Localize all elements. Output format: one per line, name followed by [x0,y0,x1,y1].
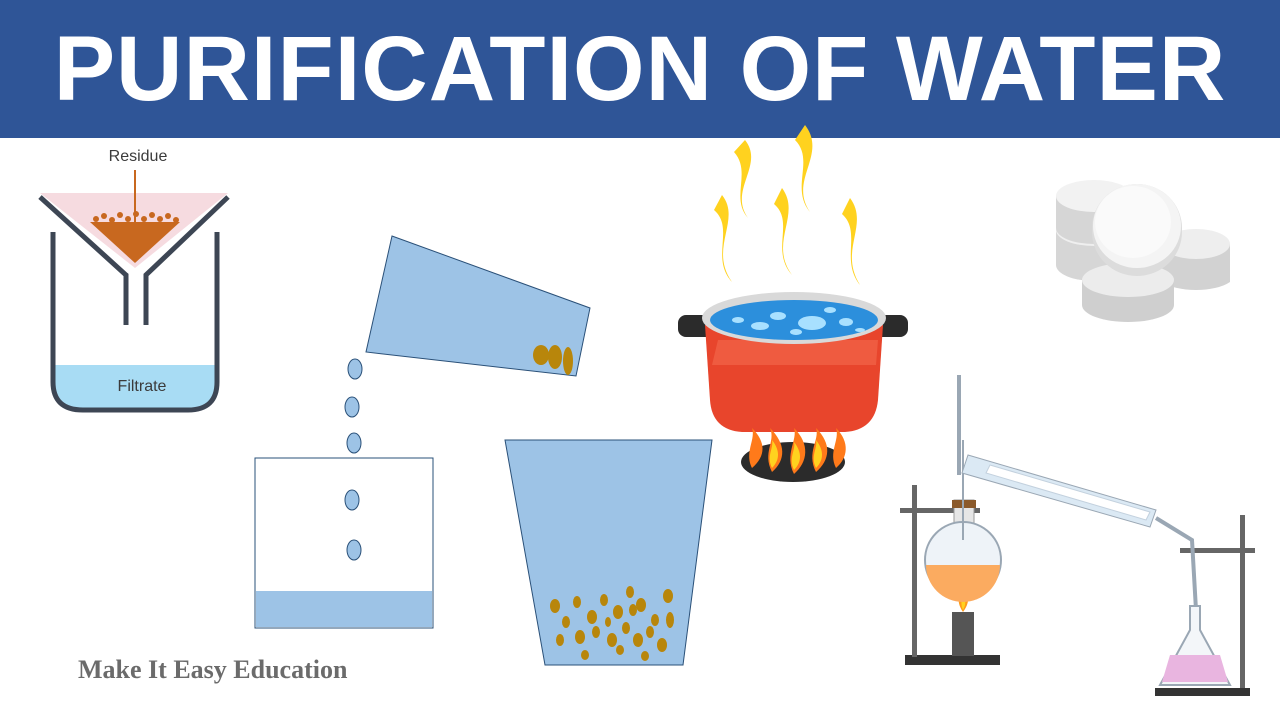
residue-label: Residue [109,148,168,165]
filtration-funnel-icon [38,170,230,413]
chlorine-tablets-icon [1056,180,1230,322]
decantation-icon [254,235,591,629]
sedimentation-beaker-icon [504,439,713,666]
distillation-apparatus-icon [900,375,1255,696]
page-title: PURIFICATION OF WATER [53,18,1227,120]
credit-text: Make It Easy Education [78,655,348,684]
title-banner [0,0,1280,138]
boiling-pot-icon [678,292,908,432]
steam-flames-icon [714,125,860,285]
flame-icon [741,428,846,482]
filtrate-label: Filtrate [118,378,167,395]
